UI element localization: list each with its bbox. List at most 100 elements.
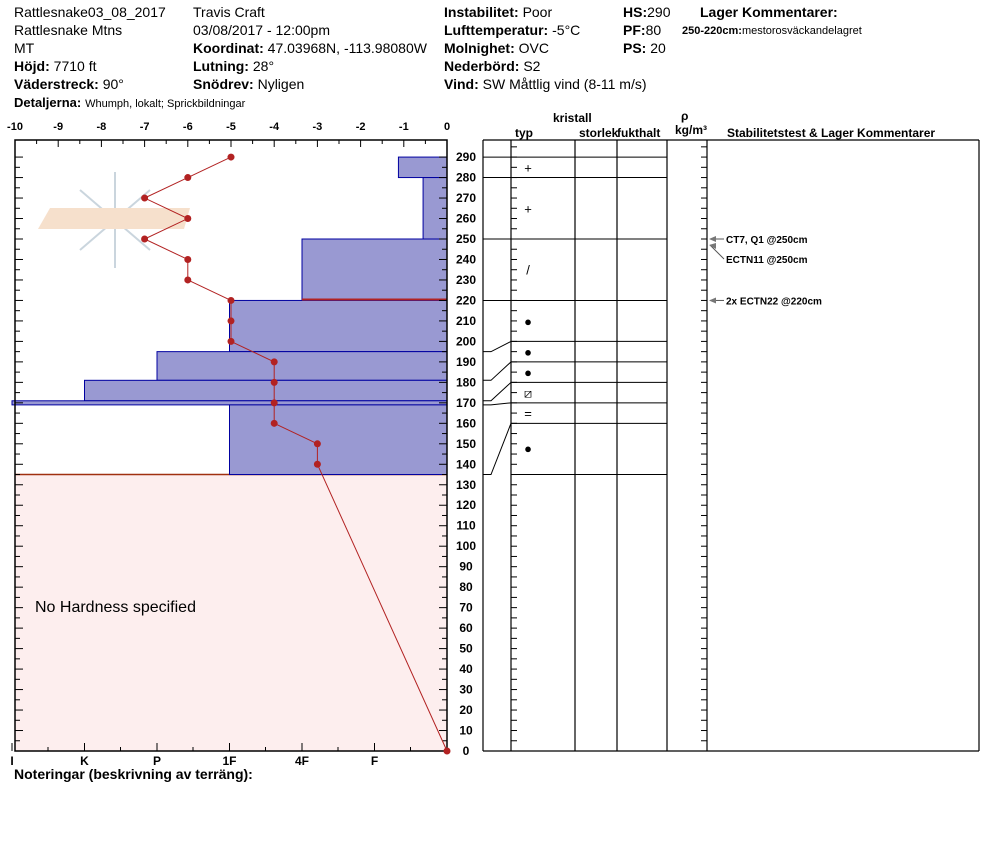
height-tick-label: 220 — [456, 293, 476, 307]
height-tick-label: 170 — [456, 396, 476, 410]
hardness-tick-label: P — [153, 754, 161, 768]
col-size: storlek — [579, 126, 619, 140]
grain-type-symbol: ⧄ — [524, 386, 532, 401]
temp-tick-label: -6 — [183, 121, 193, 133]
height-tick-label: 240 — [456, 252, 476, 266]
grain-type-symbol: + — [524, 160, 532, 175]
temp-tick-label: -7 — [140, 121, 150, 133]
temperature-point — [227, 337, 235, 345]
height-tick-label: 210 — [456, 314, 476, 328]
height-tick-label: 270 — [456, 191, 476, 205]
stability-test-label: ECTN11 @250cm — [726, 255, 808, 266]
temperature-point — [270, 358, 278, 366]
temperature-point — [184, 215, 192, 223]
layer-connector — [483, 423, 512, 476]
test-arrow-head — [709, 297, 716, 304]
grain-type-symbol: ● — [524, 441, 532, 456]
grain-type-symbol: + — [524, 201, 532, 216]
grain-type-symbol: ● — [524, 345, 532, 360]
hardness-tick-label: 1F — [222, 754, 236, 768]
hs: HS:290 — [623, 4, 671, 20]
temperature-point — [313, 440, 321, 448]
height-tick-label: 50 — [459, 642, 473, 656]
height-tick-label: 40 — [459, 662, 473, 676]
stability: Instabilitet: Poor — [444, 4, 552, 20]
grain-type-symbol: = — [524, 406, 532, 421]
layer-comment: 250-220cm:mestorosväckandelagret — [682, 25, 862, 37]
test-arrow-head — [709, 236, 716, 242]
grain-type-symbol: ● — [524, 314, 532, 329]
hardness-tick-label: I — [10, 754, 13, 768]
height-tick-label: 280 — [456, 171, 476, 185]
col-density: kg/m³ — [675, 123, 707, 137]
hardness-bar — [84, 379, 448, 402]
elevation: Höjd: 7710 ft — [14, 58, 97, 74]
no-hardness-label: No Hardness specified — [35, 599, 196, 616]
wind: Vind: SW Måttlig vind (8-11 m/s) — [444, 76, 647, 92]
stability-test-label: CT7, Q1 @250cm — [726, 235, 808, 246]
grain-type-symbol: ● — [524, 365, 532, 380]
temperature-point — [141, 235, 149, 243]
hardness-tick-label: 4F — [295, 754, 309, 768]
grain-type-symbol: / — [526, 263, 530, 278]
wind-loading: Snödrev: Nyligen — [193, 76, 304, 92]
height-tick-label: 140 — [456, 457, 476, 471]
temperature-point — [270, 419, 278, 427]
col-type: typ — [515, 126, 533, 140]
height-tick-label: 0 — [463, 744, 470, 758]
temp-tick-label: -1 — [399, 121, 409, 133]
temperature-point — [227, 296, 235, 304]
hardness-bar — [156, 351, 448, 381]
pit-name: Rattlesnake03_08_2017 — [14, 4, 166, 20]
height-tick-label: 200 — [456, 334, 476, 348]
temp-tick-label: -5 — [226, 121, 236, 133]
coordinates: Koordinat: 47.03968N, -113.98080W — [193, 40, 428, 56]
datetime: 03/08/2017 - 12:00pm — [193, 22, 330, 38]
height-tick-label: 60 — [459, 621, 473, 635]
height-tick-label: 180 — [456, 375, 476, 389]
temp-tick-label: -10 — [7, 121, 23, 133]
temperature-point — [184, 255, 192, 263]
hardness-bar — [11, 400, 448, 406]
layer-comments-title: Lager Kommentarer: — [700, 4, 838, 20]
col-rho: ρ — [681, 109, 688, 123]
hardness-bar — [301, 238, 448, 301]
precip: Nederbörd: S2 — [444, 58, 541, 74]
details: Detaljerna: Whumph, lokalt; Sprickbildni… — [14, 94, 246, 110]
temp-tick-label: -9 — [53, 121, 63, 133]
height-tick-label: 70 — [459, 601, 473, 615]
height-tick-label: 130 — [456, 478, 476, 492]
sky: Molnighet: OVC — [444, 40, 549, 56]
temp-tick-label: 0 — [444, 121, 450, 133]
height-tick-label: 230 — [456, 273, 476, 287]
col-comments: Stabilitetstest & Lager Kommentarer — [727, 126, 935, 140]
temperature-point — [184, 174, 192, 182]
hardness-temperature-plot: -10 -9 -8 -7 -6 -5 -4 -3 -2 -1 0I K P 1F 4F F0102030405… — [7, 121, 476, 768]
col-crystal: kristall — [553, 111, 592, 125]
height-tick-label: 160 — [456, 416, 476, 430]
aspect: Väderstreck: 90° — [14, 76, 124, 92]
height-tick-label: 10 — [459, 724, 473, 738]
test-arrow-head — [709, 243, 716, 249]
snowpilot-logo — [38, 172, 190, 268]
layer-connector — [483, 340, 512, 353]
layer-connector — [483, 402, 512, 406]
temperature-point — [270, 378, 278, 386]
height-tick-label: 80 — [459, 580, 473, 594]
height-tick-label: 250 — [456, 232, 476, 246]
hardness-bar — [229, 404, 448, 476]
height-tick-label: 100 — [456, 539, 476, 553]
slope: Lutning: 28° — [193, 58, 274, 74]
layer-connector — [483, 381, 512, 402]
height-tick-label: 110 — [456, 519, 476, 533]
hardness-bar — [229, 299, 448, 353]
state: MT — [14, 40, 35, 56]
height-tick-label: 90 — [459, 560, 473, 574]
stability-test-label: 2x ECTN22 @220cm — [726, 296, 822, 307]
temp-tick-label: -4 — [269, 121, 280, 133]
no-hardness-region — [15, 474, 447, 751]
observer: Travis Craft — [193, 4, 265, 20]
layer-grid: + + / ● ● ● ⧄ = ● CT7, Q1 @250cm ECTN11 @250cm 2x E… — [482, 139, 980, 752]
air-temp: Lufttemperatur: -5°C — [444, 22, 580, 38]
